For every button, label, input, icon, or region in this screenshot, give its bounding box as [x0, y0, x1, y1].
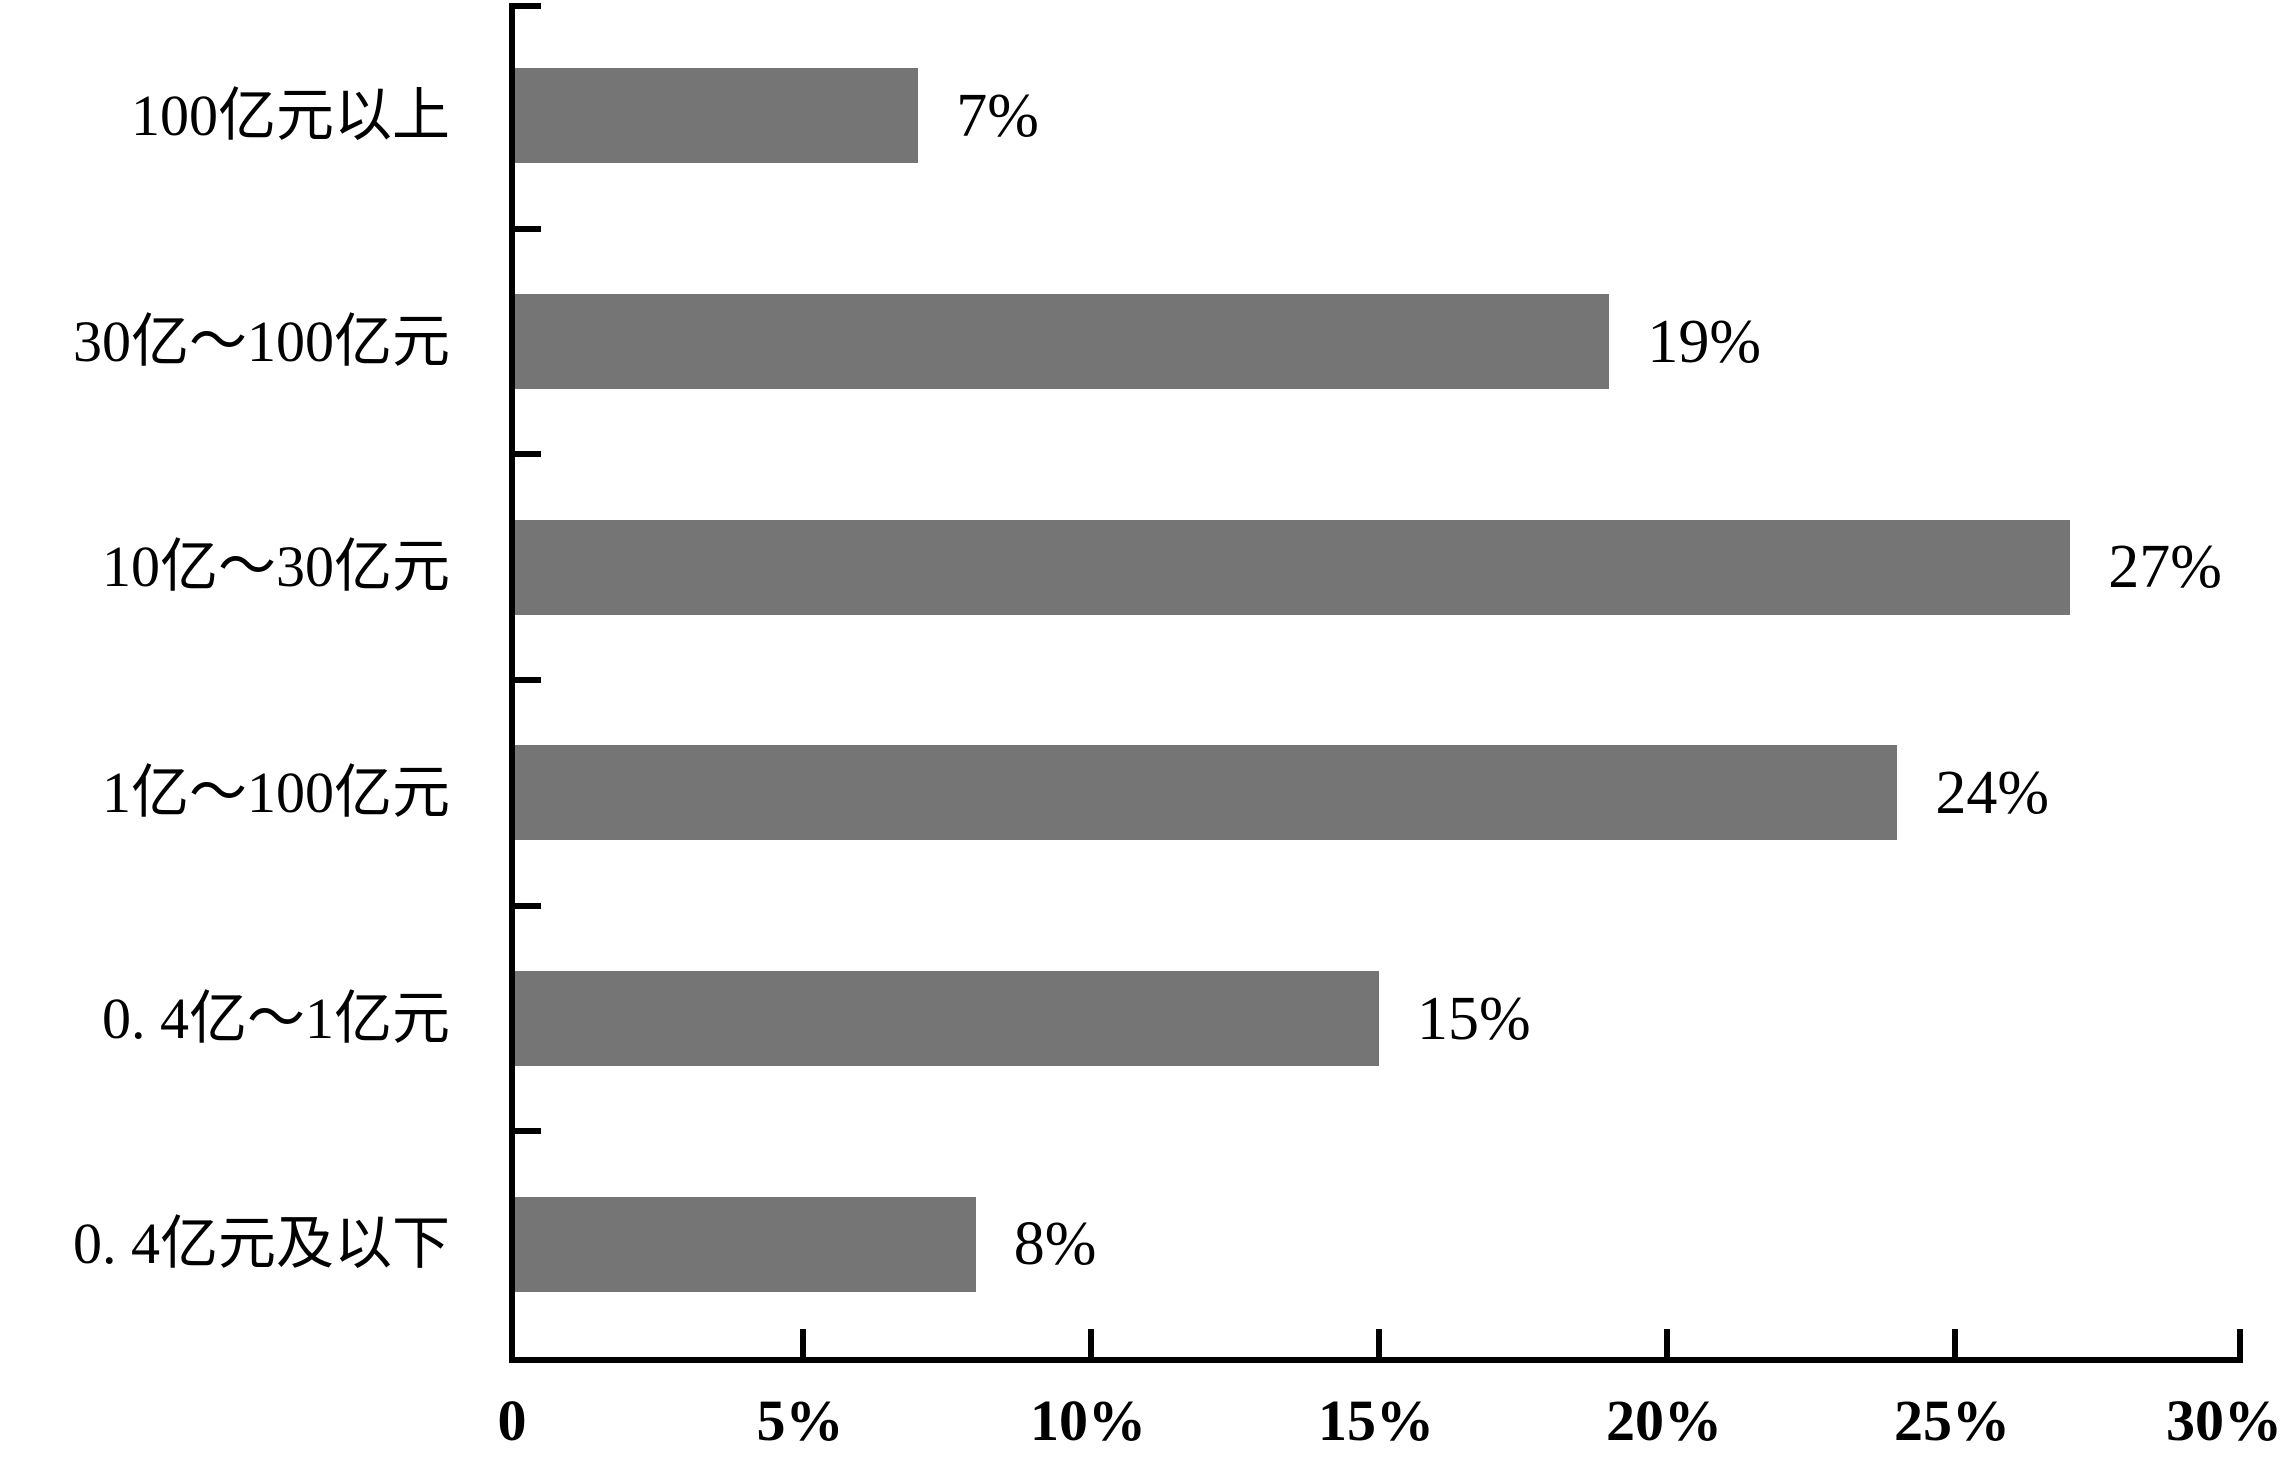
y-axis-labels: 100亿元以上 30亿～100亿元 10亿～30亿元 1亿～100亿元 0. 4亿～1亿…: [0, 3, 478, 1357]
y-axis-tick: [515, 1128, 541, 1135]
value-label: 19%: [1647, 307, 1762, 376]
category-label: 30亿～100亿元: [72, 308, 450, 374]
y-axis-tick: [515, 677, 541, 683]
x-axis-tick: [1376, 1329, 1382, 1357]
category-label: 1亿～100亿元: [101, 759, 450, 825]
x-tick-label: 10%: [1030, 1388, 1146, 1453]
value-label: 15%: [1417, 984, 1531, 1053]
x-tick-label: 5%: [756, 1388, 844, 1453]
x-axis-tick: [2237, 1329, 2243, 1357]
x-axis-tick: [1663, 1329, 1670, 1357]
bar: [515, 971, 1379, 1066]
x-axis-tick: [1952, 1329, 1958, 1357]
bar: [515, 519, 2071, 615]
category-label: 100亿元以上: [130, 82, 450, 148]
x-tick-label: 0: [497, 1388, 527, 1453]
x-axis-tick: [799, 1329, 806, 1357]
bar: [515, 745, 1898, 841]
y-axis-tick: [515, 225, 541, 232]
category-label: 0. 4亿～1亿元: [101, 985, 450, 1051]
value-label: 27%: [2108, 533, 2222, 602]
value-label: 7%: [956, 81, 1039, 150]
y-axis-tick: [515, 451, 541, 458]
value-label: 24%: [1935, 758, 2050, 827]
bar: [515, 1196, 976, 1292]
value-label: 8%: [1013, 1210, 1097, 1279]
x-tick-label: 25%: [1894, 1388, 2010, 1453]
x-tick-label: 30%: [2166, 1388, 2282, 1453]
x-axis-tick: [1087, 1329, 1094, 1357]
x-tick-label: 20%: [1606, 1388, 1722, 1453]
bar: [515, 294, 1610, 389]
bar: [515, 68, 919, 164]
y-axis-tick: [515, 902, 541, 909]
category-label: 10亿～30亿元: [101, 534, 450, 600]
plot-area: 7% 19% 27% 24% 15% 8%: [509, 3, 2243, 1363]
x-tick-label: 15%: [1318, 1388, 1434, 1453]
y-axis-tick: [515, 3, 541, 9]
category-label: 0. 4亿元及以下: [72, 1211, 450, 1277]
